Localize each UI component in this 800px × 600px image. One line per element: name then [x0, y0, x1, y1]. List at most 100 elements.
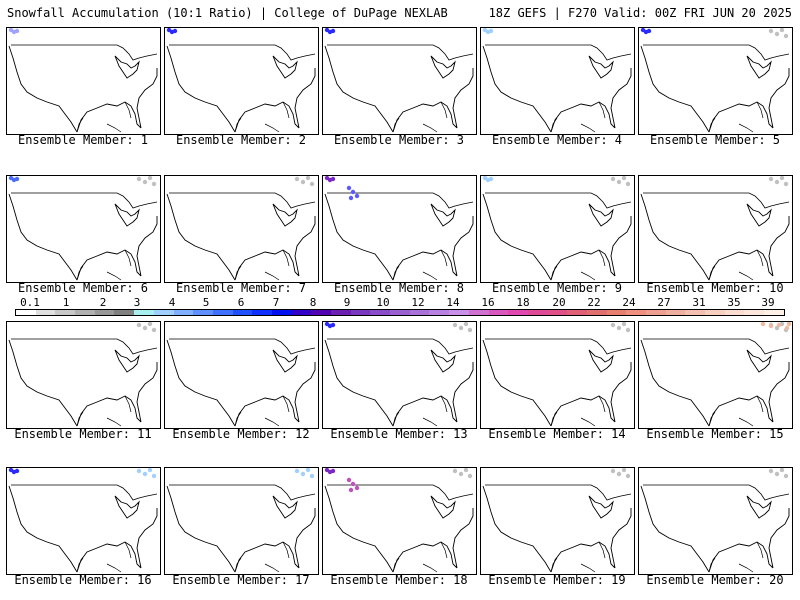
snow-blob — [467, 327, 473, 333]
ensemble-map-panel — [6, 27, 161, 135]
map-line — [11, 484, 158, 501]
map-line — [392, 117, 438, 133]
map-line — [598, 249, 606, 267]
legend-swatch — [193, 310, 213, 315]
snow-blob — [625, 327, 631, 333]
member-caption: Ensemble Member: 9 — [491, 281, 623, 295]
snow-blob — [309, 473, 315, 479]
map-line — [272, 55, 298, 79]
map-line — [11, 338, 158, 355]
snow-blob — [616, 471, 622, 477]
snow-blob — [294, 468, 300, 474]
legend-swatch — [390, 310, 410, 315]
snow-blob — [621, 322, 627, 327]
map-line — [124, 249, 132, 267]
snow-blob — [779, 28, 785, 33]
map-line — [76, 557, 122, 573]
map-line — [166, 485, 316, 573]
legend-swatch — [488, 310, 509, 315]
map-line — [440, 541, 448, 559]
legend-tick-label: 35 — [727, 296, 741, 309]
map-line — [282, 101, 290, 119]
map-line — [169, 484, 316, 501]
snow-blob — [147, 468, 153, 473]
map-line — [124, 101, 132, 119]
ensemble-map-panel — [638, 321, 793, 429]
legend-swatch — [311, 310, 331, 315]
legend-tick-label: 0.1 — [20, 296, 40, 309]
map-line — [166, 45, 316, 133]
map-line — [327, 192, 474, 209]
snow-blob — [452, 468, 458, 474]
legend-swatch — [646, 310, 666, 315]
snow-blob — [142, 325, 148, 331]
legend-swatch — [547, 310, 568, 315]
map-line — [482, 339, 632, 427]
ensemble-map-panel — [164, 467, 319, 575]
map-line — [430, 349, 456, 373]
member-caption: Ensemble Member: 4 — [491, 133, 623, 147]
map-line — [8, 45, 158, 133]
legend-tick-label: 24 — [622, 296, 636, 309]
map-line — [756, 395, 764, 413]
snow-blob — [151, 473, 157, 479]
map-line — [550, 557, 596, 573]
ensemble-map-panel — [638, 467, 793, 575]
legend-swatch — [114, 310, 135, 315]
map-line — [643, 44, 790, 61]
snow-blob — [452, 322, 458, 328]
us-outline-map — [8, 322, 158, 427]
map-line — [746, 55, 772, 79]
snow-blob — [305, 176, 311, 181]
legend-swatch — [606, 310, 627, 315]
us-outline-map — [324, 322, 474, 427]
snow-blob — [610, 468, 616, 474]
legend-swatch — [449, 310, 469, 315]
map-line — [746, 349, 772, 373]
map-line — [746, 495, 772, 519]
snow-blob — [330, 322, 336, 328]
legend-tick-label: 27 — [657, 296, 671, 309]
legend-swatch — [252, 310, 272, 315]
map-line — [640, 193, 790, 281]
ensemble-map-panel — [322, 27, 477, 135]
legend-tick-label: 7 — [272, 296, 280, 309]
snow-blob — [14, 28, 20, 34]
map-line — [234, 117, 280, 133]
legend-tick-label: 12 — [411, 296, 425, 309]
snow-blob — [458, 471, 464, 477]
snow-blob — [784, 325, 790, 331]
legend-tick-label: 5 — [202, 296, 210, 309]
legend-swatch — [173, 310, 194, 315]
us-outline-map — [640, 28, 790, 133]
snow-blob — [305, 468, 311, 473]
legend-tick-label: 8 — [309, 296, 317, 309]
us-outline-map — [482, 176, 632, 281]
legend-tick-label: 4 — [168, 296, 176, 309]
legend-swatch — [705, 310, 725, 315]
snow-blob — [350, 481, 356, 487]
legend-swatch — [55, 310, 76, 315]
map-line — [588, 349, 614, 373]
map-line — [485, 192, 632, 209]
map-line — [430, 55, 456, 79]
map-line — [485, 484, 632, 501]
map-line — [485, 44, 632, 61]
snow-blob — [151, 327, 157, 333]
map-line — [640, 45, 790, 133]
color-legend — [15, 309, 785, 316]
map-line — [643, 192, 790, 209]
map-line — [392, 265, 438, 281]
map-line — [550, 411, 596, 427]
map-line — [588, 203, 614, 227]
snow-blob — [309, 181, 315, 187]
map-line — [114, 349, 140, 373]
snow-blob — [768, 28, 774, 34]
map-line — [8, 339, 158, 427]
snow-blob — [760, 322, 766, 327]
snow-blob — [616, 325, 622, 331]
snow-blob — [142, 179, 148, 185]
snow-blob — [621, 176, 627, 181]
map-line — [234, 265, 280, 281]
legend-swatch — [468, 310, 489, 315]
